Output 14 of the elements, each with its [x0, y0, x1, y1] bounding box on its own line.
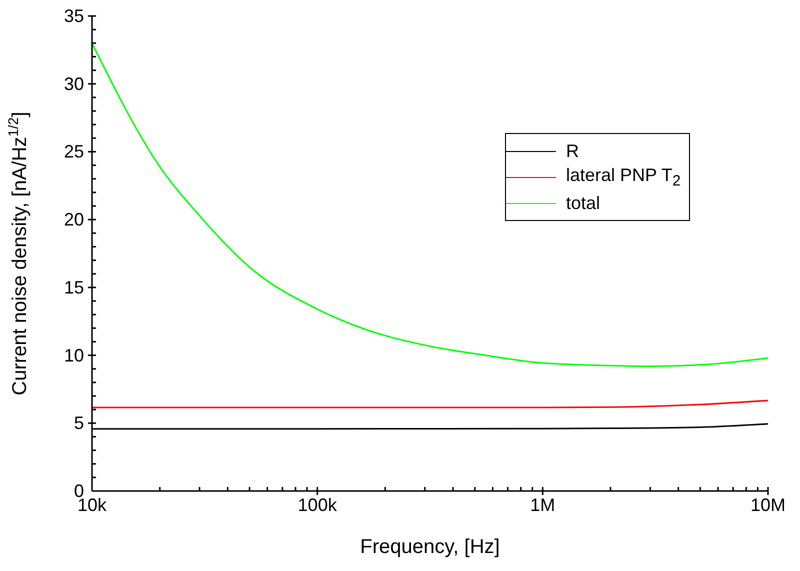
x-axis-title: Frequency, [Hz]	[360, 536, 500, 558]
x-tick-label: 100k	[298, 495, 338, 515]
legend-label: lateral PNP T$_{2}$	[566, 164, 681, 190]
y-tick-label: 25	[64, 142, 84, 162]
y-tick-label: 30	[64, 74, 84, 94]
y-tick-label: 10	[64, 345, 84, 366]
x-tick-label: 1M	[530, 495, 556, 515]
y-tick-label: 5	[74, 413, 84, 434]
y-tick-label: 35	[64, 6, 84, 26]
x-tick-label: 10M	[750, 495, 786, 515]
y-tick-label: 15	[64, 277, 84, 298]
y-tick-label: 20	[64, 210, 84, 230]
legend-label: total	[566, 192, 600, 214]
legend-label: R	[566, 140, 579, 162]
